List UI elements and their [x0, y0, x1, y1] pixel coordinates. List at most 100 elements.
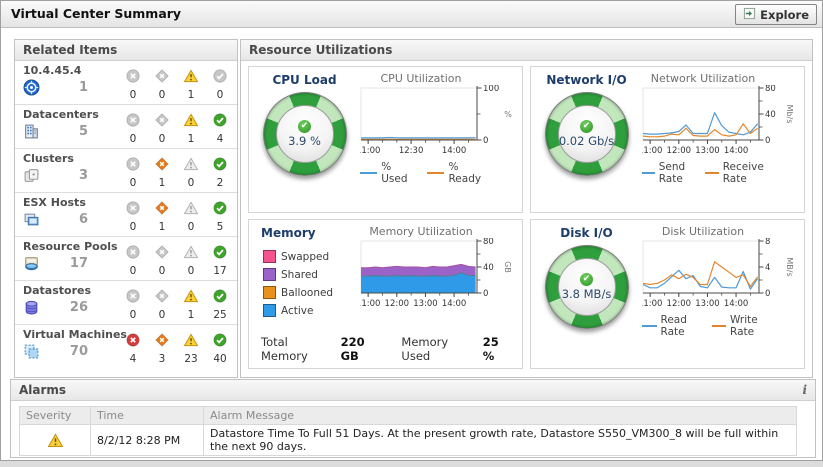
fatal-status-icon	[122, 113, 144, 127]
normal-status[interactable]: 2	[209, 157, 231, 190]
disk-utilization-chart-title: Disk Utilization	[661, 225, 745, 238]
related-item-label[interactable]: Datacenters	[23, 108, 99, 121]
svg-text:14:00: 14:00	[442, 299, 467, 309]
related-item-row-esx-hosts[interactable]: ESX Hosts 6 0 1 0 5	[15, 193, 237, 237]
svg-text:12:00: 12:00	[667, 299, 692, 309]
related-item-row-10-4-45-4[interactable]: 10.4.45.4 1 0 0 1 0	[15, 61, 237, 105]
alarm-message-cell: Datastore Time To Full 51 Days. At the p…	[203, 424, 797, 456]
fatal-status[interactable]: 0	[122, 289, 144, 322]
related-item-label[interactable]: Virtual Machines	[23, 328, 127, 341]
critical-status[interactable]: 0	[151, 69, 173, 102]
info-icon[interactable]: i	[802, 383, 807, 397]
warning-status[interactable]: 1	[180, 69, 202, 102]
normal-status[interactable]: 4	[209, 113, 231, 146]
title-bar: Virtual Center Summary Explore	[1, 1, 822, 28]
cpu-load-gauge[interactable]: ✔ 3.9 %	[262, 92, 347, 176]
alarms-table-header-row: Severity Time Alarm Message	[19, 406, 797, 425]
related-item-label[interactable]: 10.4.45.4	[23, 64, 82, 77]
warning-status-count: 1	[187, 89, 195, 101]
related-item-row-resource-pools[interactable]: Resource Pools 17 0 0 0 17	[15, 237, 237, 281]
warning-status[interactable]: 0	[180, 245, 202, 278]
cpu-gauge-face: ✔ 3.9 %	[275, 105, 334, 163]
normal-status-count: 4	[216, 133, 224, 145]
warning-status-icon	[180, 113, 202, 127]
alarms-table-body: 8/2/12 8:28 PM Datastore Time To Full 51 …	[19, 424, 797, 456]
normal-status[interactable]: 0	[209, 69, 231, 102]
svg-text:80: 80	[483, 238, 494, 247]
critical-status-icon	[151, 245, 173, 259]
fatal-status[interactable]: 0	[122, 245, 144, 278]
alarms-column-header[interactable]: Alarm Message	[203, 406, 797, 425]
svg-text:13:00: 13:00	[695, 146, 720, 156]
fatal-status[interactable]: 0	[122, 157, 144, 190]
related-item-label[interactable]: Resource Pools	[23, 240, 118, 253]
critical-status-icon	[151, 333, 173, 347]
critical-status-icon	[151, 69, 173, 83]
alarm-row[interactable]: 8/2/12 8:28 PM Datastore Time To Full 51 …	[19, 424, 797, 456]
fatal-status-icon	[122, 333, 144, 347]
normal-status-count: 0	[216, 89, 224, 101]
warning-status[interactable]: 1	[180, 113, 202, 146]
status-summary: 0 0 0 17	[122, 245, 231, 278]
normal-status[interactable]: 17	[209, 245, 231, 278]
legend-label: Ballooned	[281, 286, 334, 299]
normal-status[interactable]: 40	[209, 333, 231, 366]
critical-status[interactable]: 0	[151, 245, 173, 278]
fatal-status-count: 0	[129, 133, 137, 145]
disk-io-gauge[interactable]: ✔ 3.8 MB/s	[544, 245, 629, 329]
related-item-label[interactable]: Datastores	[23, 284, 92, 297]
fatal-status[interactable]: 0	[122, 201, 144, 234]
svg-text:4: 4	[765, 263, 770, 273]
warning-status-icon	[180, 333, 202, 347]
normal-status[interactable]: 5	[209, 201, 231, 234]
warning-status[interactable]: 0	[180, 157, 202, 190]
critical-status[interactable]: 1	[151, 201, 173, 234]
critical-status[interactable]: 0	[151, 113, 173, 146]
fatal-status[interactable]: 4	[122, 333, 144, 366]
cluster-icon	[23, 167, 40, 184]
related-item-label[interactable]: ESX Hosts	[23, 196, 86, 209]
memory-footer: Total Memory 220 GB Memory Used 25 %	[261, 335, 522, 363]
related-items-panel: Related Items 10.4.45.4 1 0 0 1 0 Datacenters 5…	[14, 39, 238, 378]
status-summary: 0 0 1 25	[122, 289, 231, 322]
fatal-status[interactable]: 0	[122, 113, 144, 146]
svg-text:100: 100	[483, 85, 499, 94]
related-item-row-clusters[interactable]: Clusters 3 0 1 0 2	[15, 149, 237, 193]
fatal-status[interactable]: 0	[122, 69, 144, 102]
datastore-icon	[23, 299, 40, 316]
legend-item: Send Rate	[642, 161, 693, 185]
critical-status[interactable]: 3	[151, 333, 173, 366]
related-item-row-virtual-machines[interactable]: Virtual Machines 70 4 3 23 40	[15, 325, 237, 369]
related-item-label[interactable]: Clusters	[23, 152, 74, 165]
fatal-status-icon	[122, 201, 144, 215]
warning-status[interactable]: 0	[180, 201, 202, 234]
fatal-status-count: 0	[129, 265, 137, 277]
normal-status[interactable]: 25	[209, 289, 231, 322]
warning-status-count: 0	[187, 221, 195, 233]
warning-status[interactable]: 1	[180, 289, 202, 322]
svg-text:12:30: 12:30	[399, 146, 424, 156]
related-item-row-datastores[interactable]: Datastores 26 0 0 1 25	[15, 281, 237, 325]
related-item-row-datacenters[interactable]: Datacenters 5 0 0 1 4	[15, 105, 237, 149]
disk-io-title: Disk I/O	[560, 226, 613, 240]
related-items-header: Related Items	[15, 40, 237, 61]
critical-status-count: 1	[158, 221, 166, 233]
warning-status[interactable]: 23	[180, 333, 202, 366]
cpu-utilization-chart: 0 100 11:00 12:30 14:00%	[356, 84, 512, 156]
svg-text:11:00: 11:00	[642, 299, 662, 309]
explore-button[interactable]: Explore	[735, 4, 817, 25]
critical-status[interactable]: 1	[151, 157, 173, 190]
vm-icon	[23, 343, 40, 360]
legend-label: Active	[281, 304, 314, 317]
critical-status-count: 0	[158, 89, 166, 101]
network-io-value: 0.02 Gb/s	[558, 134, 615, 148]
alarms-column-header[interactable]: Severity	[19, 406, 91, 425]
alarms-column-header[interactable]: Time	[90, 406, 204, 425]
memory-title: Memory	[261, 226, 316, 240]
legend-label: Write Rate	[730, 314, 758, 338]
network-io-gauge[interactable]: ✔ 0.02 Gb/s	[544, 92, 629, 176]
normal-status-icon	[209, 245, 231, 259]
critical-status-count: 3	[158, 353, 166, 365]
critical-status[interactable]: 0	[151, 289, 173, 322]
